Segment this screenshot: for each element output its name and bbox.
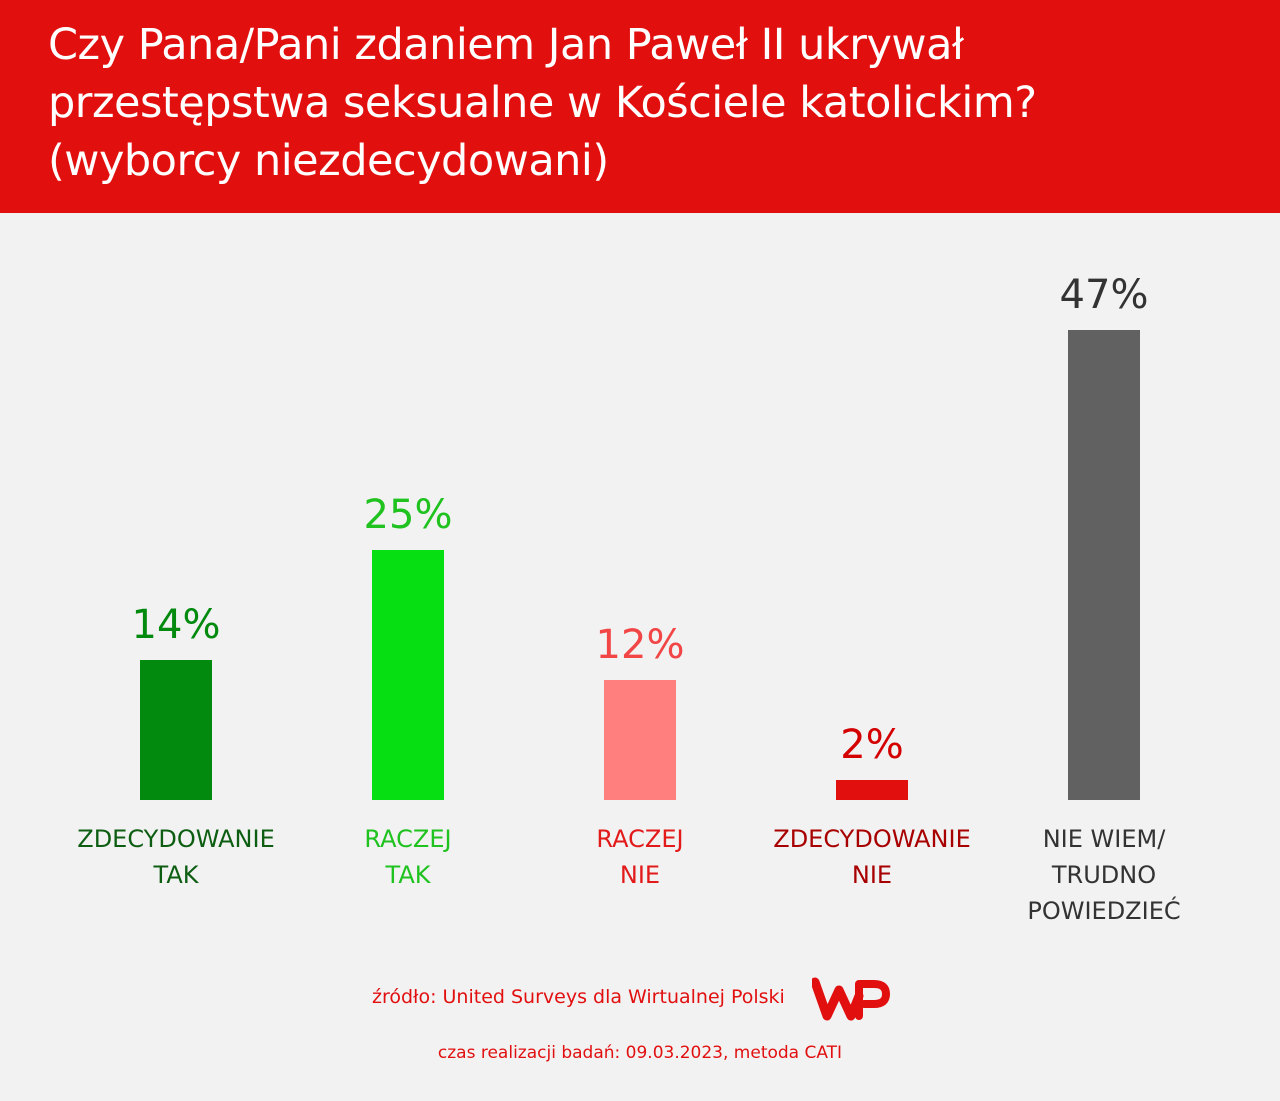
bar-chart: 14% ZDECYDOWANIE TAK 25% RACZEJ TAK 12% RACZEJ N… [77, 272, 1180, 925]
value-label: 12% [596, 622, 685, 668]
source-text: źródło: United Surveys dla Wirtualnej Po… [372, 986, 785, 1008]
category-label: NIE WIEM/ [1043, 825, 1167, 853]
bar [372, 550, 444, 800]
value-label: 47% [1060, 272, 1149, 318]
header-banner: Czy Pana/Pani zdaniem Jan Paweł II ukryw… [0, 0, 1280, 213]
category-label: NIE [852, 861, 892, 889]
category-label: NIE [620, 861, 660, 889]
value-label: 25% [364, 492, 453, 538]
category-label: ZDECYDOWANIE [773, 825, 970, 853]
category-label: TRUDNO [1051, 861, 1156, 889]
value-label: 2% [840, 722, 903, 768]
category-label: RACZEJ [596, 825, 683, 853]
category-label: ZDECYDOWANIE [77, 825, 274, 853]
category-label: TAK [385, 861, 432, 889]
title-line: przestępstwa seksualne w Kościele katoli… [48, 78, 1037, 128]
bar [140, 660, 212, 800]
survey-date-text: czas realizacji badań: 09.03.2023, metod… [437, 1043, 843, 1063]
title-line: Czy Pana/Pani zdaniem Jan Paweł II ukryw… [48, 20, 964, 70]
bar [604, 680, 676, 800]
chart-title: Czy Pana/Pani zdaniem Jan Paweł II ukryw… [48, 16, 1248, 190]
title-line: (wyborcy niezdecydowani) [48, 136, 609, 186]
category-label: POWIEDZIEĆ [1027, 895, 1180, 925]
bar [1068, 330, 1140, 800]
bar [836, 780, 908, 800]
value-label: 14% [132, 602, 221, 648]
wp-logo: WP [812, 977, 890, 1021]
category-label: TAK [153, 861, 200, 889]
category-label: RACZEJ [364, 825, 451, 853]
